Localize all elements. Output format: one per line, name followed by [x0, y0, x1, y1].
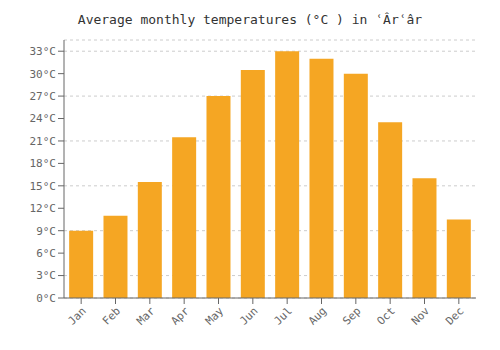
svg-text:30°C: 30°C	[30, 68, 57, 81]
svg-text:33°C: 33°C	[30, 45, 57, 58]
svg-text:Aug: Aug	[306, 304, 329, 327]
svg-text:Apr: Apr	[169, 304, 193, 328]
svg-text:3°C: 3°C	[36, 269, 56, 282]
svg-text:6°C: 6°C	[36, 247, 56, 260]
svg-text:15°C: 15°C	[30, 180, 57, 193]
svg-text:Jul: Jul	[272, 304, 295, 327]
svg-text:Sep: Sep	[340, 304, 363, 327]
svg-text:Nov: Nov	[409, 304, 433, 328]
svg-text:May: May	[203, 304, 227, 328]
svg-text:21°C: 21°C	[30, 135, 57, 148]
svg-text:27°C: 27°C	[30, 90, 57, 103]
svg-text:9°C: 9°C	[36, 225, 56, 238]
svg-text:Jan: Jan	[66, 304, 89, 327]
svg-text:Mar: Mar	[134, 304, 158, 328]
svg-text:Jun: Jun	[237, 304, 260, 327]
svg-text:Dec: Dec	[443, 304, 466, 327]
svg-text:0°C: 0°C	[36, 292, 56, 305]
html-text:Average monthly temperatures (: Average monthly temperatures (°C ) in ʿÂ…	[77, 12, 423, 27]
svg-text:Oct: Oct	[375, 304, 398, 327]
svg-text:12°C: 12°C	[30, 202, 57, 215]
svg-text:24°C: 24°C	[30, 112, 57, 125]
svg-text:Feb: Feb	[100, 304, 123, 327]
svg-text:18°C: 18°C	[30, 157, 57, 170]
